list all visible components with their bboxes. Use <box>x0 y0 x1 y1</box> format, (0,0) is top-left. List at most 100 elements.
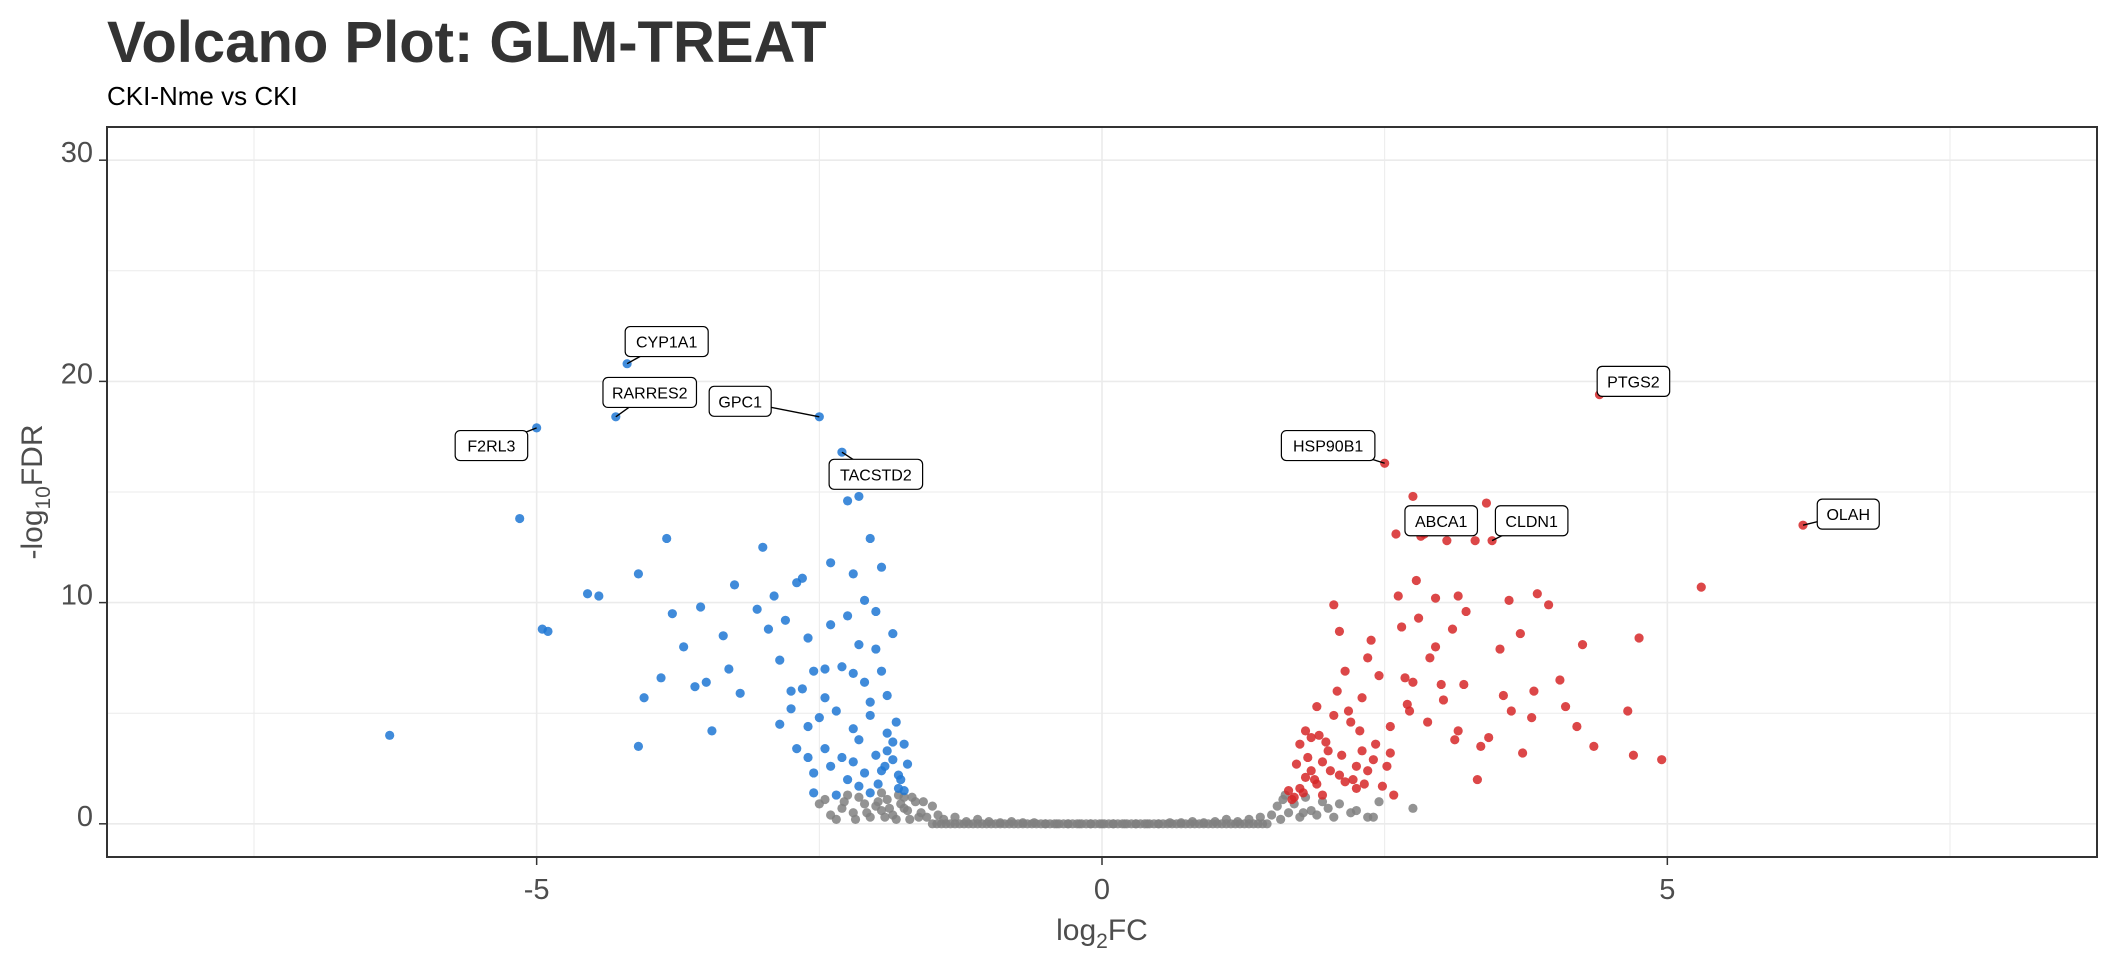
ns-gene-point <box>882 794 892 805</box>
up-gene-point <box>1529 686 1539 696</box>
down-gene-point <box>724 664 734 674</box>
axis-ticks: -5 0 5 0 10 20 30 <box>61 137 1676 906</box>
down-gene-point <box>515 513 525 524</box>
up-gene-point <box>1498 690 1508 701</box>
ns-gene-point <box>1317 797 1328 807</box>
down-gene-point <box>859 595 870 605</box>
up-gene-point <box>1459 679 1469 690</box>
down-gene-point <box>882 728 892 738</box>
up-gene-point <box>1453 726 1463 736</box>
up-gene-point <box>1555 675 1565 685</box>
chart-subtitle: CKI-Nme vs CKI <box>107 81 298 111</box>
up-gene-point <box>1366 635 1376 645</box>
gene-label: TACSTD2 <box>828 451 924 490</box>
gene-label: HSP90B1 <box>1280 429 1385 464</box>
down-gene-point <box>532 423 542 433</box>
down-gene-point <box>865 533 875 544</box>
up-gene-point <box>1393 591 1403 601</box>
up-gene-point <box>1306 766 1316 776</box>
y-tick-label: 10 <box>61 580 93 612</box>
down-gene-point <box>729 580 740 590</box>
up-gene-point <box>1657 755 1667 765</box>
down-gene-point <box>385 730 395 740</box>
down-gene-point <box>814 713 824 723</box>
up-gene-point <box>1295 739 1305 749</box>
down-gene-point <box>582 589 593 599</box>
down-gene-point <box>871 750 881 760</box>
y-tick-label: 0 <box>77 801 93 833</box>
ns-gene-point <box>820 794 830 805</box>
gene-label-text: ABCA1 <box>1415 514 1468 531</box>
down-gene-point <box>763 624 774 634</box>
down-gene-point <box>842 611 853 621</box>
up-gene-point <box>1487 536 1497 546</box>
down-gene-point <box>775 655 785 665</box>
up-gene-point <box>1323 746 1333 756</box>
gene-label-text: F2RL3 <box>467 439 515 456</box>
up-gene-point <box>1411 575 1421 586</box>
up-gene-point <box>1317 790 1328 800</box>
up-gene-point <box>1495 644 1505 654</box>
up-gene-point <box>1291 759 1302 769</box>
down-gene-point <box>594 591 604 601</box>
up-gene-point <box>1309 774 1320 785</box>
down-gene-point <box>871 644 881 654</box>
y-axis-title-main: -log <box>16 509 49 559</box>
up-gene-point <box>1334 770 1345 780</box>
y-axis-title: -log10FDR <box>16 424 55 559</box>
gene-label-text: HSP90B1 <box>1293 439 1363 456</box>
x-axis-title-tail: FC <box>1108 914 1148 947</box>
x-axis-title-subscript: 2 <box>1096 930 1108 953</box>
gene-label-box <box>454 429 529 462</box>
up-gene-point <box>1472 774 1482 785</box>
up-gene-point <box>1397 622 1407 632</box>
gene-label: OLAH <box>1802 498 1880 530</box>
up-gene-point <box>1515 628 1525 639</box>
down-gene-point <box>797 573 807 583</box>
ns-gene-point <box>859 799 870 809</box>
down-gene-point <box>873 779 883 789</box>
up-gene-point <box>1385 748 1395 758</box>
gene-label-box <box>1404 505 1479 537</box>
up-gene-point <box>1481 498 1492 508</box>
gene-label-text: CYP1A1 <box>636 335 697 352</box>
up-gene-point <box>1355 726 1365 736</box>
up-gene-point <box>1306 732 1316 743</box>
up-gene-point <box>1346 717 1356 727</box>
x-axis-title: log2FC <box>1056 914 1148 953</box>
up-gene-point <box>1312 701 1322 712</box>
ns-gene-point <box>905 814 915 824</box>
up-gene-point <box>1374 671 1384 681</box>
gene-label: F2RL3 <box>454 427 537 462</box>
up-gene-point <box>1436 679 1446 690</box>
up-gene-point <box>1314 730 1324 740</box>
up-gene-point <box>1321 737 1331 747</box>
up-gene-point <box>1363 766 1373 776</box>
up-gene-point <box>1300 772 1311 782</box>
down-gene-point <box>859 768 870 778</box>
x-axis-title-main: log <box>1056 914 1096 947</box>
up-gene-point <box>1357 693 1367 703</box>
up-gene-point <box>1340 666 1350 676</box>
up-gene-point <box>1351 783 1362 794</box>
down-gene-point <box>775 719 785 729</box>
gene-label-box <box>1596 365 1671 397</box>
y-axis-title-tail: FDR <box>16 424 49 486</box>
up-gene-point <box>1337 750 1347 760</box>
down-gene-point <box>786 686 796 696</box>
down-gene-point <box>831 790 841 800</box>
ns-gene-point <box>839 797 849 807</box>
down-gene-point <box>639 693 649 703</box>
gene-label-box <box>624 325 709 358</box>
data-points <box>385 359 1808 829</box>
up-gene-point <box>1385 721 1395 732</box>
down-gene-point <box>848 724 858 734</box>
gene-label: PTGS2 <box>1596 365 1671 397</box>
x-tick-label: 5 <box>1659 874 1675 906</box>
down-gene-point <box>633 569 644 579</box>
gene-label-text: GPC1 <box>718 394 762 411</box>
down-gene-point <box>854 781 864 791</box>
gene-label-box <box>1494 505 1569 537</box>
up-gene-point <box>1298 788 1308 798</box>
